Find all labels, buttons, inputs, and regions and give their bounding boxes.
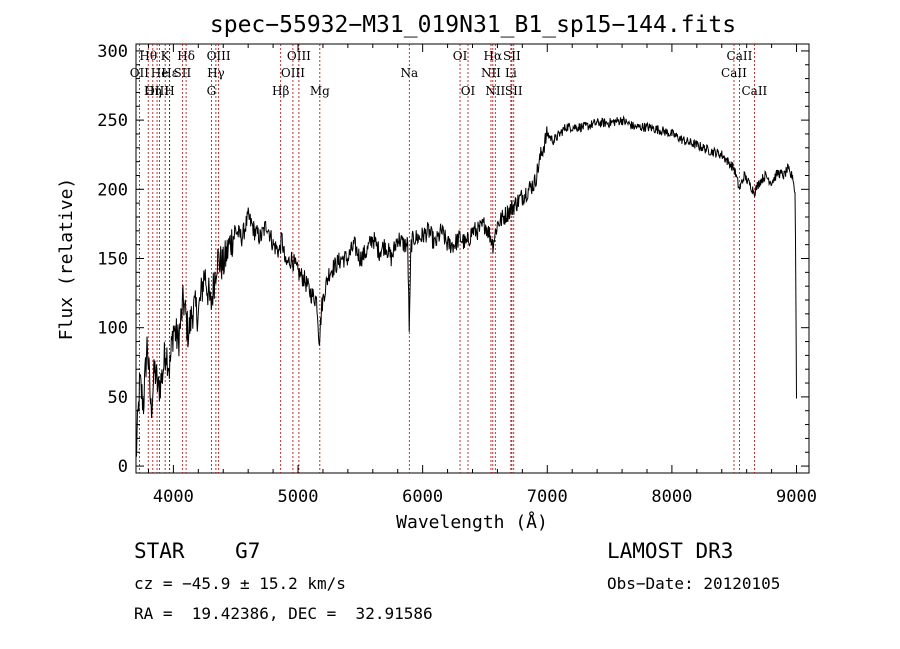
marker-label-22: NII	[485, 84, 505, 98]
marker-label-10: G	[207, 84, 217, 98]
x-tick-label-1: 5000	[278, 487, 319, 507]
marker-label-24: Li	[505, 66, 517, 80]
y-tick-label-3: 150	[97, 250, 128, 270]
y-tick-label-6: 300	[97, 42, 128, 62]
spectrum-line	[135, 115, 797, 457]
x-tick-label-3: 7000	[527, 487, 568, 507]
classification-label: STAR G7	[134, 539, 261, 563]
x-axis: 4000 5000 6000 7000 8000 9000	[147, 44, 817, 507]
marker-label-9: Hδ	[177, 49, 195, 63]
marker-label-14: OIII	[287, 49, 311, 63]
x-tick-label-0: 4000	[153, 487, 194, 507]
marker-label-3: Hη	[144, 84, 162, 98]
marker-label-4: He	[151, 66, 169, 80]
y-axis-label: Flux (relative)	[56, 178, 77, 341]
marker-label-18: OI	[453, 49, 468, 63]
obs-date-label: Obs−Date: 20120105	[607, 574, 781, 593]
y-tick-label-2: 100	[97, 319, 128, 339]
x-axis-label: Wavelength (Å)	[396, 511, 548, 533]
y-tick-label-4: 200	[97, 180, 128, 200]
marker-label-2: OIII	[145, 84, 169, 98]
marker-label-1: OII	[130, 66, 150, 80]
marker-label-13: Hβ	[272, 84, 289, 98]
marker-label-28: CaII	[741, 84, 767, 98]
marker-label-21: NII	[481, 66, 501, 80]
marker-label-27: CaII	[721, 66, 747, 80]
line-marker-labels: HθOIIOIIIHηHeKHHεSIIHδGOIIIHγHβOIIIOIIIM…	[130, 49, 768, 98]
y-tick-label-1: 50	[108, 388, 128, 408]
marker-label-20: Hα	[484, 49, 503, 63]
survey-label: LAMOST DR3	[607, 539, 734, 563]
marker-label-6: H	[164, 84, 174, 98]
marker-label-0: Hθ	[139, 49, 157, 63]
redshift-label: cz = −45.9 ± 15.2 km/s	[134, 574, 346, 593]
y-axis: 0 50 100 150 200 250 300	[97, 42, 809, 477]
marker-label-16: Mg	[310, 84, 330, 98]
marker-label-23: SII	[503, 49, 521, 63]
marker-label-26: CaII	[727, 49, 753, 63]
marker-label-15: OIII	[281, 66, 305, 80]
plot-frame	[135, 43, 810, 474]
marker-label-8: SII	[174, 66, 192, 80]
marker-label-19: OI	[461, 84, 476, 98]
marker-label-25: SII	[505, 84, 523, 98]
marker-label-17: Na	[400, 66, 418, 80]
x-tick-label-4: 8000	[651, 487, 692, 507]
x-tick-label-5: 9000	[776, 487, 817, 507]
marker-label-12: Hγ	[207, 66, 225, 80]
y-tick-label-5: 250	[97, 111, 128, 131]
chart-title: spec−55932−M31_019N31_B1_sp15−144.fits	[210, 12, 736, 38]
marker-label-11: OIII	[207, 49, 231, 63]
marker-label-7: Hε	[161, 66, 178, 80]
marker-label-5: K	[161, 49, 171, 63]
x-tick-label-2: 6000	[402, 487, 443, 507]
y-tick-label-0: 0	[118, 457, 128, 477]
coordinates-label: RA = 19.42386, DEC = 32.91586	[134, 604, 433, 623]
line-marker-lines	[138, 44, 755, 473]
